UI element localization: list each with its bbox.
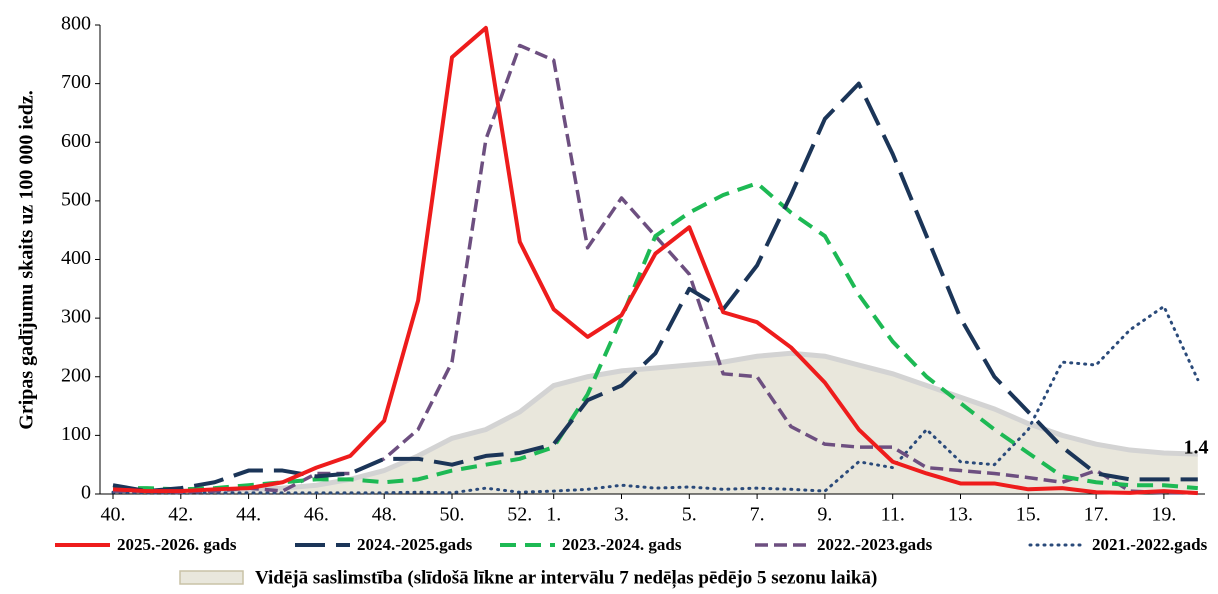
legend-label: 2024.-2025.gads bbox=[357, 535, 473, 554]
x-tick-label: 3. bbox=[614, 504, 629, 526]
x-tick-label: 44. bbox=[236, 504, 261, 526]
x-tick-label: 1. bbox=[546, 504, 561, 526]
series-line bbox=[112, 81, 1198, 494]
y-tick-label: 400 bbox=[61, 247, 91, 269]
series-line bbox=[111, 304, 1200, 495]
x-tick-label: 46. bbox=[304, 504, 329, 526]
y-tick-label: 700 bbox=[61, 71, 91, 93]
x-tick-label: 48. bbox=[372, 504, 397, 526]
y-tick-label: 0 bbox=[81, 482, 91, 504]
legend-label: 2025.-2026. gads bbox=[117, 535, 237, 554]
legend-swatch bbox=[179, 570, 244, 585]
legend-label: Vidējā saslimstība (slīdošā līkne ar int… bbox=[255, 567, 877, 588]
x-tick-label: 50. bbox=[440, 504, 465, 526]
legend-label: 2023.-2024. gads bbox=[562, 535, 682, 554]
y-tick-label: 200 bbox=[61, 364, 91, 386]
series-line bbox=[113, 43, 1198, 495]
y-tick-label: 100 bbox=[61, 423, 91, 445]
x-tick-label: 11. bbox=[881, 504, 905, 526]
legend-label: 2022.-2023.gads bbox=[817, 535, 933, 554]
x-tick-label: 42. bbox=[168, 504, 193, 526]
x-tick-label: 13. bbox=[948, 504, 973, 526]
series-line bbox=[112, 25, 1198, 496]
average-area bbox=[113, 353, 1198, 494]
x-tick-label: 15. bbox=[1016, 504, 1041, 526]
x-tick-label: 7. bbox=[750, 504, 765, 526]
legend-label: 2021.-2022.gads bbox=[1092, 535, 1208, 554]
x-tick-label: 17. bbox=[1084, 504, 1109, 526]
y-tick-label: 300 bbox=[61, 306, 91, 328]
series-line bbox=[113, 181, 1198, 492]
annotation: 1.4 bbox=[1184, 437, 1209, 459]
x-tick-label: 52. bbox=[507, 504, 532, 526]
y-tick-label: 600 bbox=[61, 130, 91, 152]
y-tick-label: 500 bbox=[61, 188, 91, 210]
x-tick-label: 40. bbox=[101, 504, 126, 526]
x-tick-label: 19. bbox=[1151, 504, 1176, 526]
y-tick-label: 800 bbox=[61, 13, 91, 35]
y-axis-label: Gripas gadījumu skaits uz 100 000 iedz. bbox=[16, 90, 38, 429]
x-tick-label: 5. bbox=[682, 504, 697, 526]
x-tick-label: 9. bbox=[817, 504, 832, 526]
